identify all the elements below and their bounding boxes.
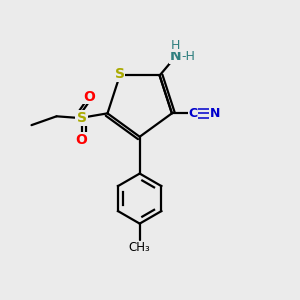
- Text: -H: -H: [181, 50, 195, 63]
- Text: S: S: [115, 67, 125, 81]
- Text: CH₃: CH₃: [129, 241, 151, 254]
- Text: O: O: [83, 90, 95, 104]
- Text: N: N: [170, 50, 182, 63]
- Text: N: N: [209, 107, 220, 120]
- Text: O: O: [76, 133, 88, 147]
- Text: S: S: [76, 111, 87, 125]
- Text: H: H: [171, 39, 181, 52]
- Text: C: C: [188, 107, 198, 120]
